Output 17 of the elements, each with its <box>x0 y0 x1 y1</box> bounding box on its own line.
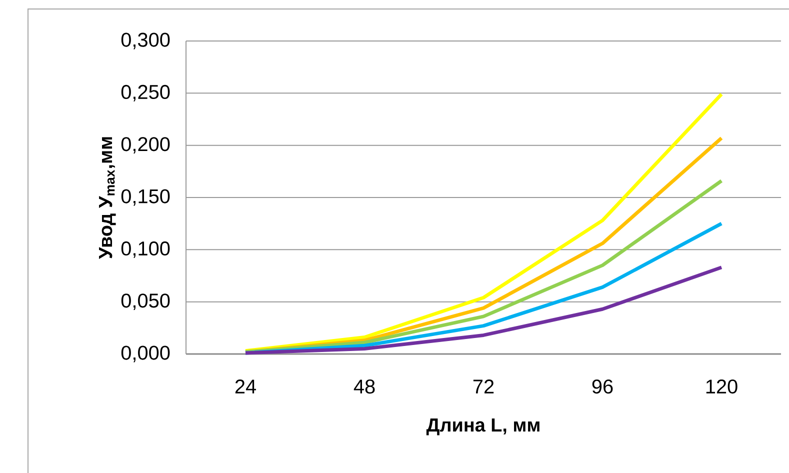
y-tick-label: 0,200 <box>121 137 170 154</box>
y-tick-label: 0,100 <box>121 241 170 258</box>
x-tick-label: 48 <box>354 380 375 394</box>
y-tick-label: 0,000 <box>121 346 170 362</box>
x-axis-title: Длина L, мм <box>426 418 540 436</box>
y-tick-label: 0,250 <box>121 84 170 102</box>
line-series <box>244 266 724 355</box>
x-tick-label: 120 <box>706 380 738 394</box>
y-axis-title: Увод У$_{max}$,мм <box>99 137 116 260</box>
y-tick-label: 0,050 <box>121 294 170 310</box>
x-tick-label: 96 <box>592 380 613 394</box>
y-tick-label: 0,300 <box>121 32 170 50</box>
x-tick-label: 72 <box>473 380 494 394</box>
x-tick-label: 24 <box>235 380 256 394</box>
line-series <box>244 179 724 354</box>
y-tick-label: 0,150 <box>121 189 170 206</box>
line-series <box>244 92 724 353</box>
